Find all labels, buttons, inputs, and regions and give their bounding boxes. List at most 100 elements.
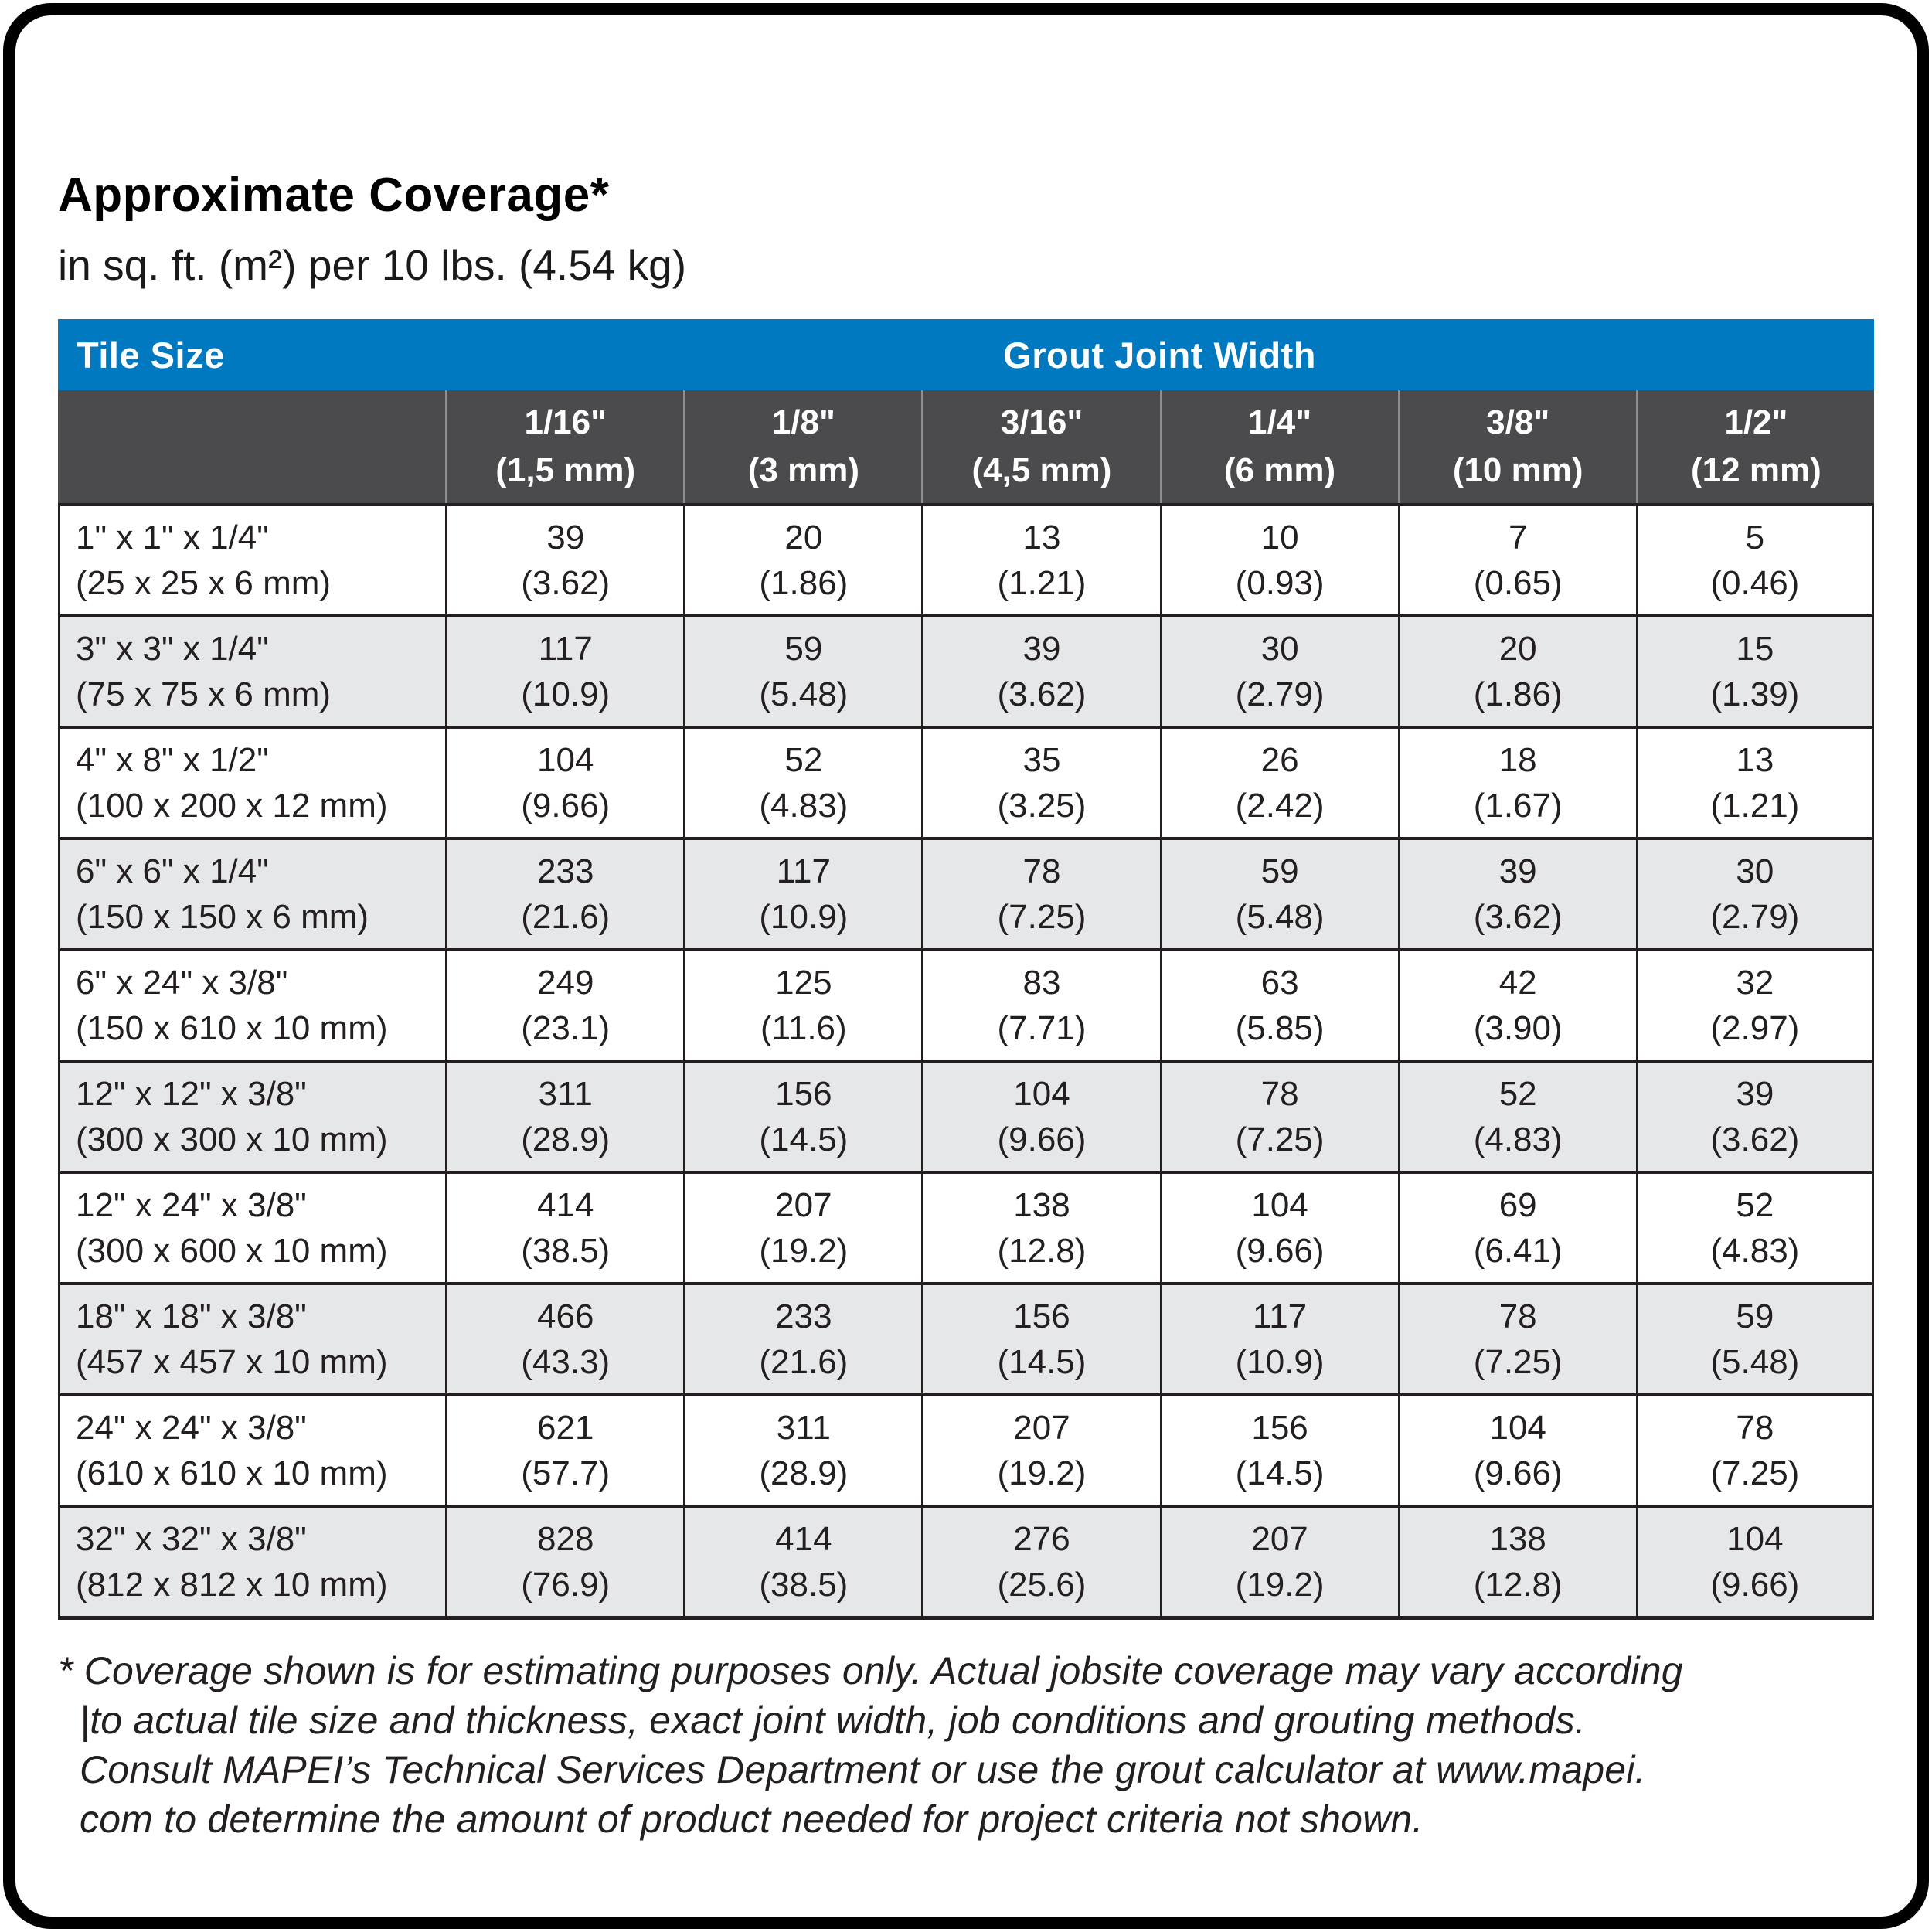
tile-size-imperial: 4" x 8" x 1/2"	[76, 741, 269, 779]
coverage-sqft: 621	[537, 1409, 594, 1447]
coverage-m2: (2.79)	[1710, 898, 1800, 936]
coverage-sqft: 20	[784, 519, 823, 556]
coverage-cell: 78 (7.25)	[921, 837, 1160, 948]
joint-width-mm: (12 mm)	[1691, 451, 1821, 489]
coverage-sqft: 39	[1498, 852, 1537, 890]
coverage-sqft: 156	[775, 1075, 832, 1113]
tile-size-imperial: 3" x 3" x 1/4"	[76, 630, 269, 668]
coverage-sqft: 42	[1498, 964, 1537, 1002]
table-row: 18" x 18" x 3/8" (457 x 457 x 10 mm) 466 (4…	[58, 1282, 1874, 1393]
coverage-cell: 59 (5.48)	[683, 614, 922, 726]
coverage-sqft: 207	[775, 1186, 832, 1224]
coverage-sqft: 18	[1498, 741, 1537, 779]
joint-width-cell: 1/4" (6 mm)	[1159, 390, 1398, 503]
coverage-sqft: 83	[1022, 964, 1061, 1002]
coverage-cell: 59 (5.48)	[1159, 837, 1398, 948]
joint-width-inches: 1/8"	[771, 403, 835, 441]
tile-size-metric: (150 x 150 x 6 mm)	[76, 898, 369, 936]
coverage-sqft: 117	[776, 852, 831, 890]
coverage-m2: (19.2)	[1235, 1566, 1325, 1604]
coverage-cell: 207 (19.2)	[921, 1393, 1160, 1505]
joint-width-mm: (1,5 mm)	[495, 451, 636, 489]
coverage-footnote: * Coverage shown is for estimating purpo…	[58, 1646, 1874, 1844]
coverage-sqft: 59	[1736, 1298, 1774, 1335]
tile-size-cell: 12" x 12" x 3/8" (300 x 300 x 10 mm)	[58, 1060, 446, 1171]
coverage-m2: (0.46)	[1710, 564, 1800, 602]
tile-size-cell: 32" x 32" x 3/8" (812 x 812 x 10 mm)	[58, 1505, 446, 1620]
coverage-cell: 138 (12.8)	[921, 1171, 1160, 1282]
coverage-cell: 39 (3.62)	[1635, 1060, 1874, 1171]
coverage-m2: (2.79)	[1235, 675, 1325, 713]
coverage-sqft: 7	[1508, 519, 1528, 556]
coverage-cell: 52 (4.83)	[1397, 1060, 1636, 1171]
coverage-cell: 20 (1.86)	[683, 503, 922, 614]
coverage-m2: (11.6)	[760, 1009, 847, 1047]
coverage-m2: (19.2)	[759, 1232, 849, 1270]
coverage-sqft: 35	[1022, 741, 1061, 779]
coverage-sqft: 104	[1013, 1075, 1070, 1113]
coverage-cell: 52 (4.83)	[683, 726, 922, 837]
coverage-m2: (19.2)	[997, 1454, 1087, 1492]
table-row: 6" x 24" x 3/8" (150 x 610 x 10 mm) 249 (23…	[58, 948, 1874, 1060]
coverage-sqft: 104	[1251, 1186, 1308, 1224]
coverage-m2: (9.66)	[521, 787, 611, 825]
coverage-cell: 104 (9.66)	[1397, 1393, 1636, 1505]
coverage-sqft: 104	[1726, 1520, 1784, 1558]
coverage-cell: 18 (1.67)	[1397, 726, 1636, 837]
coverage-cell: 311 (28.9)	[683, 1393, 922, 1505]
coverage-sqft: 78	[1736, 1409, 1774, 1447]
coverage-m2: (10.9)	[1235, 1343, 1325, 1381]
coverage-cell: 30 (2.79)	[1635, 837, 1874, 948]
coverage-cell: 39 (3.62)	[1397, 837, 1636, 948]
table-row: 4" x 8" x 1/2" (100 x 200 x 12 mm) 104 (9.6…	[58, 726, 1874, 837]
footnote-line: Consult MAPEI’s Technical Services Depar…	[80, 1748, 1646, 1791]
coverage-cell: 10 (0.93)	[1159, 503, 1398, 614]
tile-size-metric: (25 x 25 x 6 mm)	[76, 564, 332, 602]
coverage-m2: (1.21)	[997, 564, 1087, 602]
coverage-sqft: 69	[1498, 1186, 1537, 1224]
coverage-m2: (38.5)	[521, 1232, 611, 1270]
coverage-cell: 104 (9.66)	[445, 726, 684, 837]
coverage-sqft: 117	[1252, 1298, 1308, 1335]
coverage-sqft: 207	[1251, 1520, 1308, 1558]
tile-size-cell: 6" x 6" x 1/4" (150 x 150 x 6 mm)	[58, 837, 446, 948]
coverage-sqft: 249	[537, 964, 594, 1002]
coverage-cell: 125 (11.6)	[683, 948, 922, 1060]
coverage-m2: (9.66)	[1235, 1232, 1325, 1270]
coverage-m2: (3.62)	[1710, 1121, 1800, 1158]
coverage-sqft: 52	[1736, 1186, 1774, 1224]
coverage-sqft: 10	[1260, 519, 1299, 556]
coverage-cell: 59 (5.48)	[1635, 1282, 1874, 1393]
coverage-m2: (3.62)	[997, 675, 1087, 713]
coverage-m2: (9.66)	[1473, 1454, 1563, 1492]
coverage-m2: (5.48)	[1710, 1343, 1800, 1381]
coverage-cell: 104 (9.66)	[921, 1060, 1160, 1171]
coverage-table: Tile Size Grout Joint Width 1/16" (1,5 mm…	[58, 319, 1874, 1620]
tile-size-cell: 1" x 1" x 1/4" (25 x 25 x 6 mm)	[58, 503, 446, 614]
coverage-sqft: 52	[784, 741, 823, 779]
coverage-sqft: 63	[1260, 964, 1299, 1002]
coverage-cell: 5 (0.46)	[1635, 503, 1874, 614]
coverage-sqft: 414	[775, 1520, 832, 1558]
coverage-sqft: 311	[538, 1075, 593, 1113]
coverage-m2: (3.62)	[1473, 898, 1563, 936]
coverage-sqft: 104	[537, 741, 594, 779]
coverage-m2: (76.9)	[521, 1566, 611, 1604]
coverage-sqft: 13	[1736, 741, 1774, 779]
joint-width-cell: 1/16" (1,5 mm)	[445, 390, 684, 503]
coverage-m2: (5.48)	[759, 675, 849, 713]
coverage-m2: (4.83)	[1473, 1121, 1563, 1158]
coverage-sqft: 5	[1745, 519, 1765, 556]
joint-width-mm: (3 mm)	[747, 451, 859, 489]
coverage-cell: 233 (21.6)	[445, 837, 684, 948]
tile-size-metric: (150 x 610 x 10 mm)	[76, 1009, 388, 1047]
table-row: 12" x 12" x 3/8" (300 x 300 x 10 mm) 311 (2…	[58, 1060, 1874, 1171]
coverage-sqft: 125	[775, 964, 832, 1002]
coverage-sqft: 117	[538, 630, 593, 668]
coverage-cell: 39 (3.62)	[445, 503, 684, 614]
coverage-m2: (1.39)	[1710, 675, 1800, 713]
coverage-sqft: 52	[1498, 1075, 1537, 1113]
tile-size-imperial: 12" x 24" x 3/8"	[76, 1186, 307, 1224]
coverage-sqft: 26	[1260, 741, 1299, 779]
coverage-cell: 7 (0.65)	[1397, 503, 1636, 614]
